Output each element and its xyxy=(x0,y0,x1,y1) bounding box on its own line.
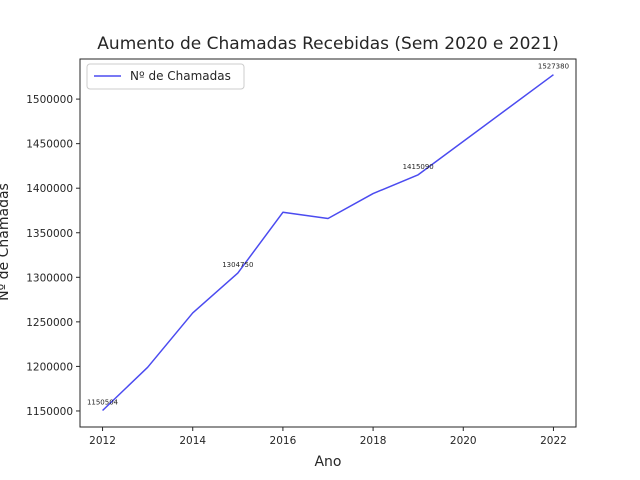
series-line xyxy=(102,74,554,412)
plot-frame xyxy=(79,58,577,428)
x-tick-label: 2016 xyxy=(270,435,297,447)
legend-label: Nº de Chamadas xyxy=(130,69,231,83)
data-label: 1415090 xyxy=(403,163,434,171)
x-tick-label: 2022 xyxy=(540,435,567,447)
y-tick-label: 1250000 xyxy=(26,317,73,329)
legend-box xyxy=(86,63,245,90)
y-tick-label: 1200000 xyxy=(26,361,73,373)
y-axis-title: Nº de Chamadas xyxy=(0,183,12,301)
y-tick-label: 1300000 xyxy=(26,272,73,284)
y-tick-label: 1350000 xyxy=(26,228,73,240)
data-label: 1304750 xyxy=(222,261,253,269)
x-tick-label: 2018 xyxy=(360,435,387,447)
data-label: 1527380 xyxy=(538,63,569,71)
chart-title: Aumento de Chamadas Recebidas (Sem 2020 … xyxy=(97,34,558,54)
data-label: 1150504 xyxy=(87,399,119,407)
y-tick-label: 1450000 xyxy=(26,139,73,151)
x-tick-label: 2020 xyxy=(450,435,477,447)
x-tick-label: 2014 xyxy=(179,435,206,447)
y-tick-label: 1150000 xyxy=(26,406,73,418)
y-tick-label: 1500000 xyxy=(26,94,73,106)
y-tick-label: 1400000 xyxy=(26,183,73,195)
x-tick-label: 2012 xyxy=(89,435,116,447)
x-axis-title: Ano xyxy=(314,454,341,470)
